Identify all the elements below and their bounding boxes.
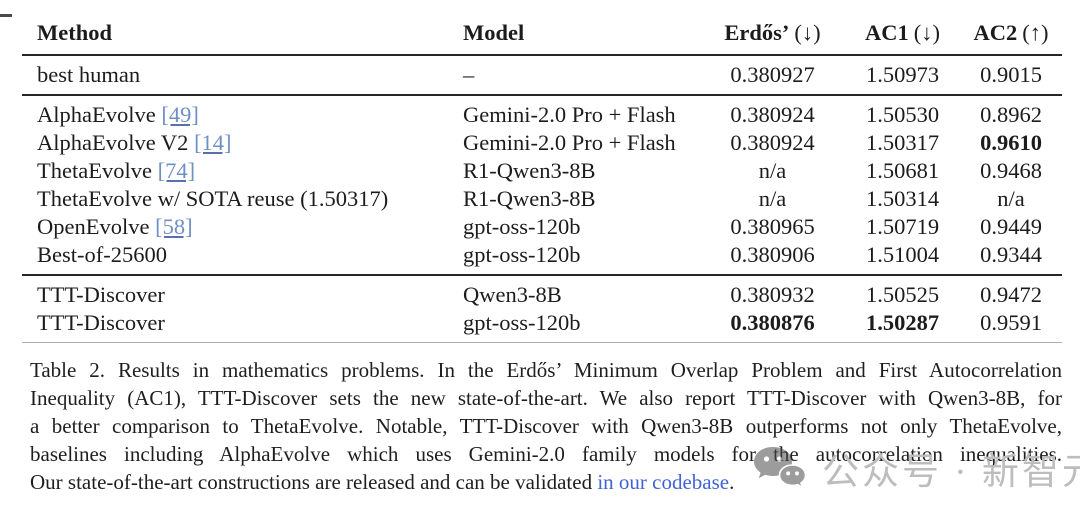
table-row: TTT-Discover Qwen3-8B 0.380932 1.50525 0.947… [22, 275, 1062, 309]
header-label: AC2 [973, 20, 1018, 45]
citation-link[interactable]: [58] [155, 214, 193, 239]
model-cell: gpt-oss-120b [463, 242, 581, 267]
column-header-ac1: AC1 (↓) [845, 14, 960, 55]
ac2-cell: 0.9344 [980, 242, 1042, 267]
model-cell: R1-Qwen3-8B [463, 158, 596, 183]
method-cell: ThetaEvolve w/ SOTA reuse (1.50317) [37, 186, 389, 211]
table-group-prior-methods: AlphaEvolve [49] Gemini-2.0 Pro + Flash 0.… [22, 95, 1062, 275]
method-cell: AlphaEvolve V2 [14] [37, 130, 232, 155]
paper-table-figure: Method Model Erdős’ (↓) AC1 (↓) AC2 (↑) bes… [0, 14, 1080, 511]
model-cell: gpt-oss-120b [463, 214, 581, 239]
erdos-cell: 0.380906 [730, 242, 815, 267]
model-cell: Gemini-2.0 Pro + Flash [463, 102, 676, 127]
ac1-cell: 1.50719 [865, 214, 940, 239]
header-label: AC1 [865, 20, 909, 45]
ac1-cell: 1.50314 [865, 186, 940, 211]
header-label: Erdős’ [724, 20, 790, 45]
header-label: Method [37, 20, 112, 45]
ac2-cell: 0.9591 [980, 310, 1042, 335]
erdos-cell: 0.380876 [730, 310, 815, 335]
erdos-cell: n/a [758, 186, 787, 211]
table-caption: Table 2. Results in mathematics problems… [30, 356, 1062, 496]
caption-text: . [729, 470, 735, 494]
method-cell: ThetaEvolve [74] [37, 158, 196, 183]
model-cell: Qwen3-8B [463, 282, 562, 307]
down-arrow-icon: (↓) [913, 20, 940, 45]
down-arrow-icon: (↓) [794, 20, 821, 45]
column-header-method: Method [22, 14, 463, 55]
up-arrow-icon: (↑) [1022, 20, 1049, 45]
ac1-cell: 1.50530 [865, 102, 940, 127]
table-row: best human – 0.380927 1.50973 0.9015 [22, 55, 1062, 95]
ac2-cell: 0.8962 [980, 102, 1042, 127]
caption-line: a better comparison to ThetaEvolve. Nota… [30, 414, 1062, 438]
method-cell: Best-of-25600 [37, 242, 167, 267]
table-row: AlphaEvolve V2 [14] Gemini-2.0 Pro + Flas… [22, 129, 1062, 157]
ac2-cell: 0.9610 [980, 130, 1042, 155]
method-cell: OpenEvolve [58] [37, 214, 193, 239]
method-cell: AlphaEvolve [49] [37, 102, 199, 127]
caption-line: Inequality (AC1), TTT-Discover sets the … [30, 386, 1062, 410]
table-header: Method Model Erdős’ (↓) AC1 (↓) AC2 (↑) [22, 14, 1062, 55]
ac1-cell: 1.50973 [865, 62, 940, 87]
ac2-cell: n/a [997, 186, 1025, 211]
erdos-cell: 0.380965 [730, 214, 815, 239]
table-row: TTT-Discover gpt-oss-120b 0.380876 1.50287 0… [22, 309, 1062, 343]
ac2-cell: 0.9449 [980, 214, 1042, 239]
caption-line: baselines including AlphaEvolve which us… [30, 442, 1062, 466]
erdos-cell: 0.380924 [730, 130, 815, 155]
table-group-baseline: best human – 0.380927 1.50973 0.9015 [22, 55, 1062, 95]
ac2-cell: 0.9472 [980, 282, 1042, 307]
citation-link[interactable]: [14] [194, 130, 232, 155]
table-row: AlphaEvolve [49] Gemini-2.0 Pro + Flash 0.… [22, 95, 1062, 129]
erdos-cell: 0.380927 [730, 62, 815, 87]
ac1-cell: 1.50317 [865, 130, 940, 155]
ac1-cell: 1.50525 [865, 282, 940, 307]
codebase-link[interactable]: in our codebase [597, 470, 730, 494]
model-cell: R1-Qwen3-8B [463, 186, 596, 211]
table-group-ttt-discover: TTT-Discover Qwen3-8B 0.380932 1.50525 0.947… [22, 275, 1062, 343]
ac1-cell: 1.51004 [865, 242, 940, 267]
citation-link[interactable]: [49] [161, 102, 199, 127]
method-cell: best human [37, 62, 141, 87]
method-cell: TTT-Discover [37, 310, 165, 335]
ac1-cell: 1.50287 [865, 310, 940, 335]
column-header-erdos: Erdős’ (↓) [700, 14, 845, 55]
caption-line: Our state-of-the-art constructions are r… [30, 468, 1062, 496]
ac2-cell: 0.9468 [980, 158, 1042, 183]
column-header-ac2: AC2 (↑) [960, 14, 1062, 55]
model-cell: Gemini-2.0 Pro + Flash [463, 130, 676, 155]
method-cell: TTT-Discover [37, 282, 165, 307]
column-header-model: Model [463, 14, 700, 55]
model-cell: – [463, 62, 475, 87]
results-table: Method Model Erdős’ (↓) AC1 (↓) AC2 (↑) bes… [22, 14, 1062, 343]
erdos-cell: 0.380924 [730, 102, 815, 127]
citation-link[interactable]: [74] [157, 158, 196, 183]
header-row: Method Model Erdős’ (↓) AC1 (↓) AC2 (↑) [22, 14, 1062, 55]
caption-text: Our state-of-the-art constructions are r… [30, 470, 598, 494]
table-row: ThetaEvolve w/ SOTA reuse (1.50317) R1-Qw… [22, 185, 1062, 213]
table-row: OpenEvolve [58] gpt-oss-120b 0.380965 1.507… [22, 213, 1062, 241]
model-cell: gpt-oss-120b [463, 310, 581, 335]
caption-line: Table 2. Results in mathematics problems… [30, 358, 1062, 382]
ac1-cell: 1.50681 [865, 158, 940, 183]
top-rule-fragment [0, 14, 12, 17]
erdos-cell: n/a [758, 158, 787, 183]
table-row: ThetaEvolve [74] R1-Qwen3-8B n/a 1.50681 0.9… [22, 157, 1062, 185]
table-row: Best-of-25600 gpt-oss-120b 0.380906 1.51004… [22, 241, 1062, 275]
erdos-cell: 0.380932 [730, 282, 815, 307]
ac2-cell: 0.9015 [980, 62, 1042, 87]
header-label: Model [463, 20, 525, 45]
